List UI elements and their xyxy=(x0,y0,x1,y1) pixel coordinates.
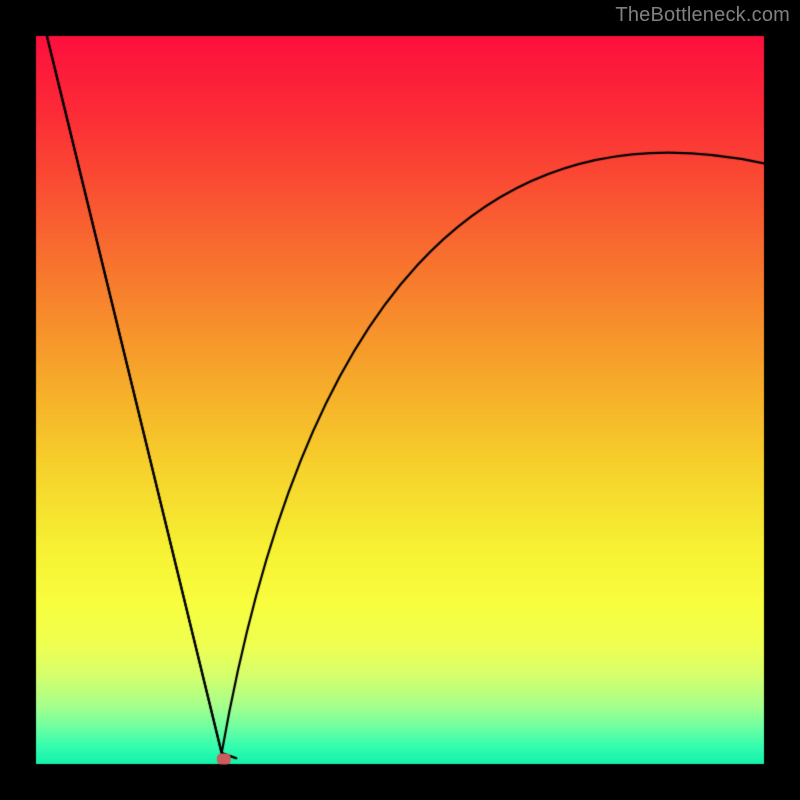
bottleneck-chart-canvas xyxy=(0,0,800,800)
watermark-text: TheBottleneck.com xyxy=(615,4,790,27)
chart-container: TheBottleneck.com xyxy=(0,0,800,800)
